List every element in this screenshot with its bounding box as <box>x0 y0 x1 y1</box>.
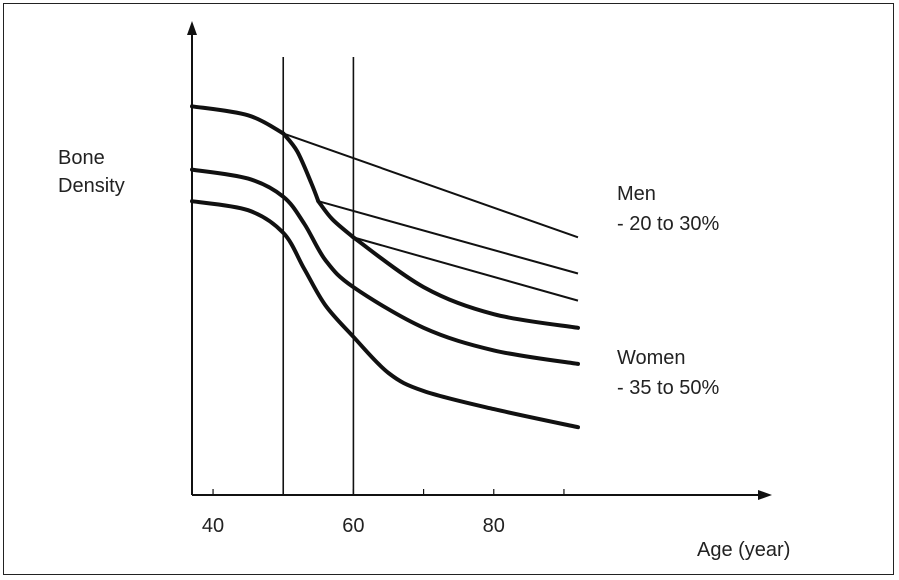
annotation-women: Women - 35 to 50% <box>617 347 720 399</box>
series-men-curve-2 <box>281 131 321 204</box>
y-axis-label: Bone Density <box>58 147 125 197</box>
series-women-line-4 <box>351 235 580 330</box>
series-women-line-5 <box>190 167 580 366</box>
x-tick-label-60: 60 <box>342 515 364 537</box>
series-men-curve-3 <box>316 199 356 240</box>
figure-frame <box>3 3 894 575</box>
x-tick-label-80: 80 <box>483 515 505 537</box>
x-axis-label: Age (year) <box>697 539 790 561</box>
series-men-line-2 <box>318 200 579 275</box>
series-men-line-3 <box>353 236 579 302</box>
series-men-curve-1 <box>190 104 286 136</box>
series-men-line-1 <box>282 132 579 239</box>
x-tick-label-40: 40 <box>202 515 224 537</box>
annotation-men: Men - 20 to 30% <box>617 183 720 235</box>
series-women-line-6 <box>190 199 580 430</box>
